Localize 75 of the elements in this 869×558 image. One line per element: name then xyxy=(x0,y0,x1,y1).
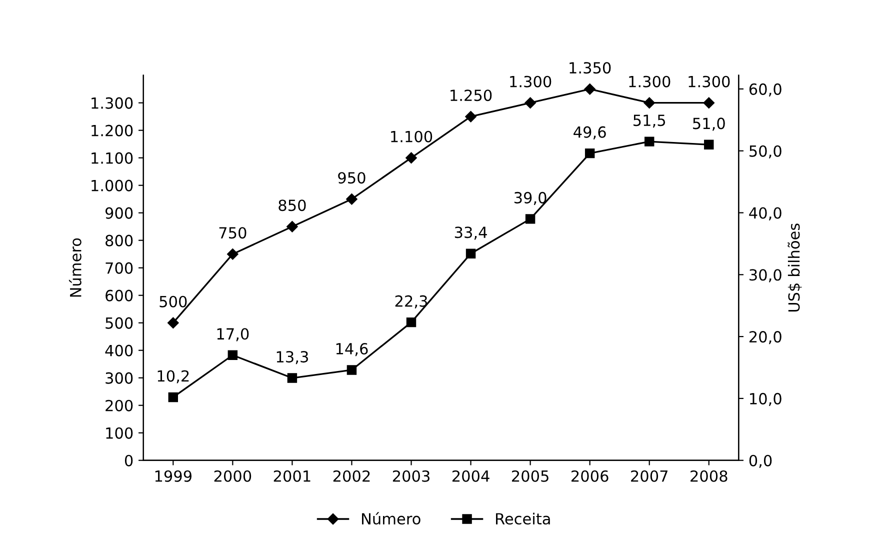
x-tick-label: 2000 xyxy=(214,470,252,482)
data-label: 51,5 xyxy=(634,114,666,128)
point xyxy=(227,248,238,260)
point xyxy=(704,140,714,150)
data-label: 10,2 xyxy=(158,370,189,384)
data-label: 51,0 xyxy=(693,118,725,131)
data-label: 39,0 xyxy=(514,192,546,206)
x-tick-label: 2008 xyxy=(690,470,728,482)
x-tick-label: 2006 xyxy=(572,470,608,482)
y-tick-label: 900 xyxy=(105,207,133,219)
y2-tick-label: 60,0 xyxy=(749,83,782,97)
x-tick-label: 2003 xyxy=(392,470,430,482)
y-axis-title: Número xyxy=(68,238,82,297)
data-label: 1.300 xyxy=(629,76,670,88)
y-tick-label: 1.100 xyxy=(92,152,133,164)
y-tick-label: 500 xyxy=(106,317,133,329)
y-tick-label: 600 xyxy=(106,290,133,302)
y-tick-label: 1.300 xyxy=(92,97,133,109)
data-label: 1.350 xyxy=(570,62,611,74)
point xyxy=(703,97,714,108)
y-tick-label: 1.000 xyxy=(92,180,133,192)
y-tick-label: 100 xyxy=(106,427,133,439)
y-tick-label: 400 xyxy=(105,344,133,356)
data-label: 14,6 xyxy=(336,342,368,356)
data-label: 1.300 xyxy=(510,76,552,88)
point xyxy=(524,97,536,108)
data-label: 850 xyxy=(278,200,306,212)
x-tick-label: 2007 xyxy=(631,470,668,482)
point xyxy=(168,317,179,328)
point xyxy=(584,83,596,95)
x-tick-label: 2002 xyxy=(333,470,370,482)
point xyxy=(584,148,595,158)
x-tick-label: 2001 xyxy=(274,470,310,482)
data-label: 1.100 xyxy=(391,130,432,142)
y2-tick-label: 10,0 xyxy=(750,392,782,406)
point xyxy=(286,220,298,232)
y2-tick-label: 20,0 xyxy=(749,331,782,344)
point xyxy=(465,110,476,122)
data-label: 1.300 xyxy=(688,76,730,88)
y2-tick-label: 40,0 xyxy=(749,207,782,220)
y-tick-label: 200 xyxy=(106,400,133,412)
point xyxy=(287,373,298,383)
data-label: 750 xyxy=(219,227,246,239)
data-label: 22,3 xyxy=(395,295,428,308)
point xyxy=(644,97,655,108)
point xyxy=(346,193,358,205)
y2-axis-title: US$ bilhões xyxy=(788,224,802,312)
y-tick-label: 0 xyxy=(124,454,133,466)
point xyxy=(644,136,654,146)
y-tick-label: 700 xyxy=(106,262,133,274)
point xyxy=(406,152,417,164)
point xyxy=(168,392,178,402)
x-tick-label: 2005 xyxy=(512,470,548,482)
data-label: 33,4 xyxy=(454,226,487,240)
x-tick-label: 2004 xyxy=(452,470,490,482)
point xyxy=(406,317,416,328)
data-label: 13,3 xyxy=(276,351,308,364)
data-label: 500 xyxy=(160,296,187,308)
y-tick-label: 1.200 xyxy=(92,124,133,136)
point xyxy=(346,365,357,375)
y-tick-label: 800 xyxy=(106,234,133,246)
legend-label: Receita xyxy=(496,512,550,525)
y2-tick-label: 50,0 xyxy=(750,145,782,158)
y2-tick-label: 0,0 xyxy=(749,454,772,468)
point xyxy=(466,248,476,258)
point xyxy=(228,350,238,360)
x-tick-label: 1999 xyxy=(155,470,192,482)
y2-tick-label: 30,0 xyxy=(750,269,782,282)
data-label: 1.250 xyxy=(450,90,492,102)
data-label: 17,0 xyxy=(217,328,249,342)
point xyxy=(525,214,536,224)
legend-label: Número xyxy=(362,512,420,525)
data-label: 49,6 xyxy=(574,126,606,140)
data-label: 950 xyxy=(338,172,366,184)
y-tick-label: 300 xyxy=(106,372,133,384)
